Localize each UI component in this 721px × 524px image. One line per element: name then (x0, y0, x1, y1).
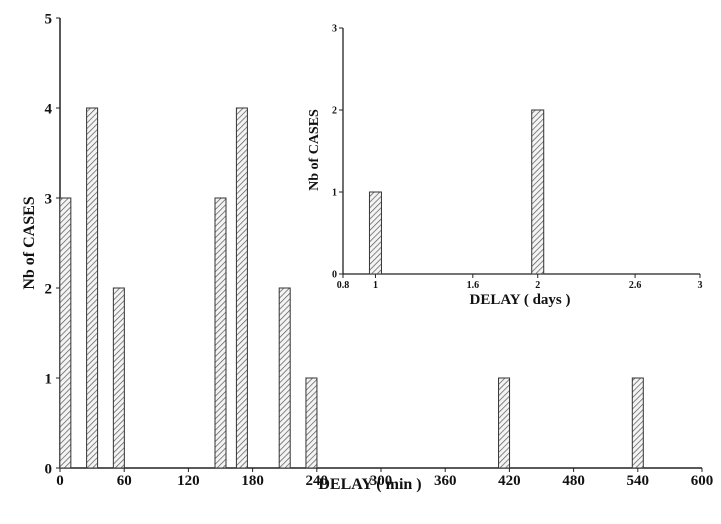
main-x-axis-title: DELAY ( min ) (318, 476, 421, 493)
main-bar (305, 377, 318, 469)
main-x-tick-label: 360 (434, 473, 457, 489)
main-bar (214, 197, 227, 469)
main-x-tick-label: 540 (627, 473, 650, 489)
inset-x-axis-title: DELAY ( days ) (470, 292, 571, 308)
inset-x-tick-label: 1.6 (467, 280, 480, 291)
main-bar (631, 377, 644, 469)
inset-x-tick-label: 1 (373, 280, 378, 291)
main-bar (59, 197, 72, 469)
inset-bar (531, 109, 545, 275)
inset-background (308, 12, 713, 312)
inset-y-tick-label: 3 (332, 24, 337, 35)
main-x-tick-label: 240 (306, 473, 329, 489)
main-bar (86, 107, 99, 469)
inset-y-tick-label: 1 (332, 188, 337, 199)
main-bar (235, 107, 248, 469)
main-x-tick-label: 120 (177, 473, 200, 489)
main-x-tick-label: 480 (562, 473, 585, 489)
main-x-tick-label: 300 (370, 473, 393, 489)
main-bar (112, 287, 125, 469)
inset-x-tick-label: 2 (535, 280, 540, 291)
main-x-tick-label: 420 (498, 473, 521, 489)
main-bar (498, 377, 511, 469)
main-y-tick-label: 4 (45, 101, 53, 117)
main-y-tick-label: 3 (45, 191, 53, 207)
main-x-tick-label: 0 (56, 473, 64, 489)
main-bar (278, 287, 291, 469)
main-x-tick-label: 180 (241, 473, 264, 489)
main-y-tick-label: 0 (45, 461, 53, 477)
inset-x-tick-label: 0.8 (337, 280, 350, 291)
inset-y-axis-title: Nb of CASES (307, 109, 322, 191)
inset-x-tick-label: 2.6 (629, 280, 642, 291)
inset-y-tick-label: 2 (332, 106, 337, 117)
main-y-tick-label: 2 (45, 281, 53, 297)
inset-x-tick-label: 3 (698, 280, 703, 291)
main-x-tick-label: 600 (691, 473, 714, 489)
inset-y-tick-label: 0 (332, 270, 337, 281)
main-x-tick-label: 60 (117, 473, 132, 489)
main-y-axis-title: Nb of CASES (21, 196, 38, 289)
main-y-tick-label: 1 (45, 371, 53, 387)
main-y-tick-label: 5 (45, 11, 53, 27)
inset-bar (368, 191, 382, 275)
inset-chart: 0.8 1 1.6 2 2.6 3 0 1 2 3 DELAY ( days ) Nb of C… (307, 12, 713, 312)
